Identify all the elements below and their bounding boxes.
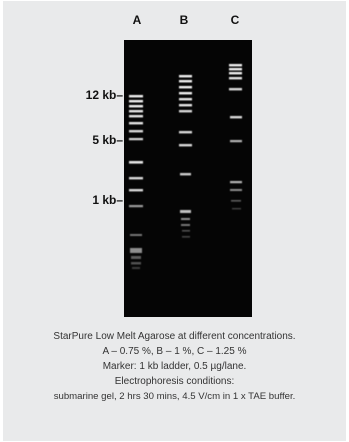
marker-12kb: 12 kb– [85,88,123,102]
gel-figure: A B C 12 kb– 5 kb– 1 kb– [3,1,346,441]
lane-label-c: C [230,13,240,27]
caption-line-4: Electrophoresis conditions: [114,376,235,387]
figure-caption: StarPure Low Melt Agarose at different c… [3,329,346,404]
agarose-gel-image [124,40,252,317]
marker-5kb: 5 kb– [92,133,123,147]
caption-line-5: submarine gel, 2 hrs 30 mins, 4.5 V/cm i… [53,391,296,402]
lane-a-bands [129,95,143,269]
lane-b-bands [179,75,192,238]
caption-line-3: Marker: 1 kb ladder, 0.5 µg/lane. [102,361,247,372]
caption-line-2: A – 0.75 %, B – 1 %, C – 1.25 % [102,346,247,357]
lane-c-bands [229,64,242,210]
lane-label-b: B [179,13,189,27]
gel-bands [129,64,242,269]
lane-label-a: A [132,13,142,27]
caption-line-1: StarPure Low Melt Agarose at different c… [53,331,296,342]
marker-1kb: 1 kb– [92,193,123,207]
